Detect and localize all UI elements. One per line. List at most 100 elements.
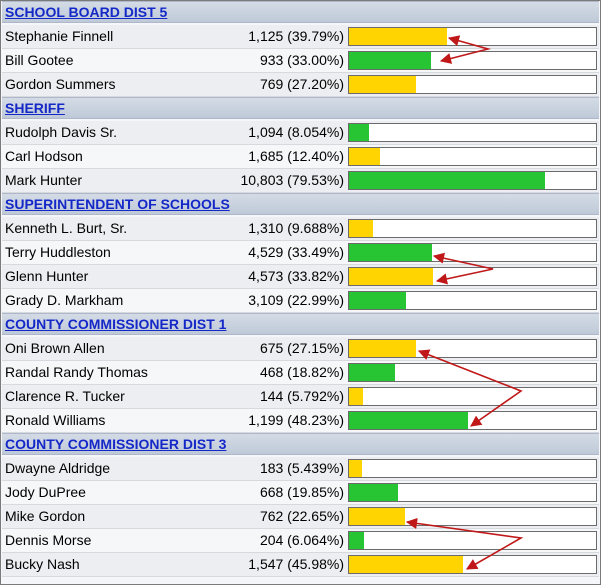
candidate-votes: 1,685 (12.40%) xyxy=(248,148,344,164)
vote-share-fill xyxy=(349,340,417,357)
candidate-votes: 1,125 (39.79%) xyxy=(248,28,344,44)
candidate-name: Terry Huddleston xyxy=(5,244,111,260)
vote-share-fill xyxy=(349,268,433,285)
candidate-name: Mike Gordon xyxy=(5,508,86,524)
candidate-row: Jody DuPree 668 (19.85%) xyxy=(2,481,599,505)
candidate-row: Carl Hodson 1,685 (12.40%) xyxy=(2,145,599,169)
candidate-votes: 144 (5.792%) xyxy=(259,388,344,404)
vote-share-fill xyxy=(349,460,363,477)
vote-share-fill xyxy=(349,484,399,501)
candidate-votes: 668 (19.85%) xyxy=(259,484,344,500)
vote-share-fill xyxy=(349,556,463,573)
candidate-row: Randal Randy Thomas 468 (18.82%) xyxy=(2,361,599,385)
vote-share-fill xyxy=(349,412,469,429)
vote-share-fill xyxy=(349,148,380,165)
vote-share-fill xyxy=(349,76,417,93)
vote-share-fill xyxy=(349,292,406,309)
vote-share-bar xyxy=(348,483,597,502)
vote-share-bar xyxy=(348,51,597,70)
candidate-name: Dwayne Aldridge xyxy=(5,460,111,476)
candidate-votes: 183 (5.439%) xyxy=(259,460,344,476)
candidate-row: Stephanie Finnell 1,125 (39.79%) xyxy=(2,25,599,49)
vote-share-fill xyxy=(349,364,396,381)
race-title-link[interactable]: SCHOOL BOARD DIST 5 xyxy=(5,4,168,20)
vote-share-bar xyxy=(348,267,597,286)
candidate-row: Glenn Hunter 4,573 (33.82%) xyxy=(2,265,599,289)
candidate-name: Oni Brown Allen xyxy=(5,340,105,356)
race-title-link[interactable]: COUNTY COMMISSIONER DIST 3 xyxy=(5,436,227,452)
candidate-name: Glenn Hunter xyxy=(5,268,89,284)
candidate-row: Mark Hunter 10,803 (79.53%) xyxy=(2,169,599,193)
race-header-superintendent-of-schools: SUPERINTENDENT OF SCHOOLS xyxy=(2,193,599,215)
candidate-row: Mike Gordon 762 (22.65%) xyxy=(2,505,599,529)
candidate-votes: 4,529 (33.49%) xyxy=(248,244,344,260)
candidate-row: Dwayne Aldridge 183 (5.439%) xyxy=(2,457,599,481)
vote-share-fill xyxy=(349,244,432,261)
candidate-name: Jody DuPree xyxy=(5,484,86,500)
candidate-name: Kenneth L. Burt, Sr. xyxy=(5,220,128,236)
candidate-votes: 3,109 (22.99%) xyxy=(248,292,344,308)
vote-share-bar xyxy=(348,27,597,46)
candidate-row: Oni Brown Allen 675 (27.15%) xyxy=(2,337,599,361)
candidate-row: Ronald Williams 1,199 (48.23%) xyxy=(2,409,599,433)
candidate-votes: 468 (18.82%) xyxy=(259,364,344,380)
candidate-name: Bill Gootee xyxy=(5,52,74,68)
vote-share-bar xyxy=(348,531,597,550)
vote-share-bar xyxy=(348,411,597,430)
race-header-county-commissioner-dist-1: COUNTY COMMISSIONER DIST 1 xyxy=(2,313,599,335)
vote-share-fill xyxy=(349,220,373,237)
vote-share-fill xyxy=(349,508,405,525)
candidate-votes: 10,803 (79.53%) xyxy=(240,172,344,188)
candidate-name: Dennis Morse xyxy=(5,532,92,548)
race-header-school-board-dist-5: SCHOOL BOARD DIST 5 xyxy=(2,1,599,23)
candidate-name: Gordon Summers xyxy=(5,76,116,92)
candidate-name: Stephanie Finnell xyxy=(5,28,114,44)
vote-share-fill xyxy=(349,172,546,189)
candidate-votes: 1,094 (8.054%) xyxy=(248,124,344,140)
vote-share-bar xyxy=(348,387,597,406)
vote-share-bar xyxy=(348,75,597,94)
vote-share-bar xyxy=(348,171,597,190)
vote-share-bar xyxy=(348,123,597,142)
vote-share-bar xyxy=(348,507,597,526)
candidate-row: Bucky Nash 1,547 (45.98%) xyxy=(2,553,599,577)
vote-share-bar xyxy=(348,363,597,382)
vote-share-bar xyxy=(348,555,597,574)
candidate-name: Grady D. Markham xyxy=(5,292,124,308)
candidate-row: Clarence R. Tucker 144 (5.792%) xyxy=(2,385,599,409)
candidate-row: Gordon Summers 769 (27.20%) xyxy=(2,73,599,97)
vote-share-fill xyxy=(349,52,431,69)
race-title-link[interactable]: SHERIFF xyxy=(5,100,65,116)
race-title-link[interactable]: SUPERINTENDENT OF SCHOOLS xyxy=(5,196,230,212)
candidate-name: Ronald Williams xyxy=(5,412,106,428)
candidate-votes: 762 (22.65%) xyxy=(259,508,344,524)
candidate-row: Dennis Morse 204 (6.064%) xyxy=(2,529,599,553)
race-title-link[interactable]: COUNTY COMMISSIONER DIST 1 xyxy=(5,316,227,332)
candidate-name: Randal Randy Thomas xyxy=(5,364,148,380)
vote-share-fill xyxy=(349,124,369,141)
candidate-votes: 204 (6.064%) xyxy=(259,532,344,548)
vote-share-bar xyxy=(348,219,597,238)
candidate-row: Rudolph Davis Sr. 1,094 (8.054%) xyxy=(2,121,599,145)
candidate-votes: 675 (27.15%) xyxy=(259,340,344,356)
candidate-row: Bill Gootee 933 (33.00%) xyxy=(2,49,599,73)
vote-share-bar xyxy=(348,339,597,358)
vote-share-fill xyxy=(349,388,364,405)
candidate-name: Clarence R. Tucker xyxy=(5,388,125,404)
vote-share-bar xyxy=(348,291,597,310)
candidate-name: Rudolph Davis Sr. xyxy=(5,124,118,140)
vote-share-bar xyxy=(348,459,597,478)
candidate-votes: 769 (27.20%) xyxy=(259,76,344,92)
candidate-votes: 1,547 (45.98%) xyxy=(248,556,344,572)
race-header-sheriff: SHERIFF xyxy=(2,97,599,119)
candidate-row: Kenneth L. Burt, Sr. 1,310 (9.688%) xyxy=(2,217,599,241)
vote-share-bar xyxy=(348,147,597,166)
candidate-name: Carl Hodson xyxy=(5,148,83,164)
candidate-name: Bucky Nash xyxy=(5,556,80,572)
vote-share-fill xyxy=(349,532,364,549)
candidate-votes: 1,310 (9.688%) xyxy=(248,220,344,236)
vote-share-fill xyxy=(349,28,448,45)
candidate-votes: 933 (33.00%) xyxy=(259,52,344,68)
race-header-county-commissioner-dist-3: COUNTY COMMISSIONER DIST 3 xyxy=(2,433,599,455)
